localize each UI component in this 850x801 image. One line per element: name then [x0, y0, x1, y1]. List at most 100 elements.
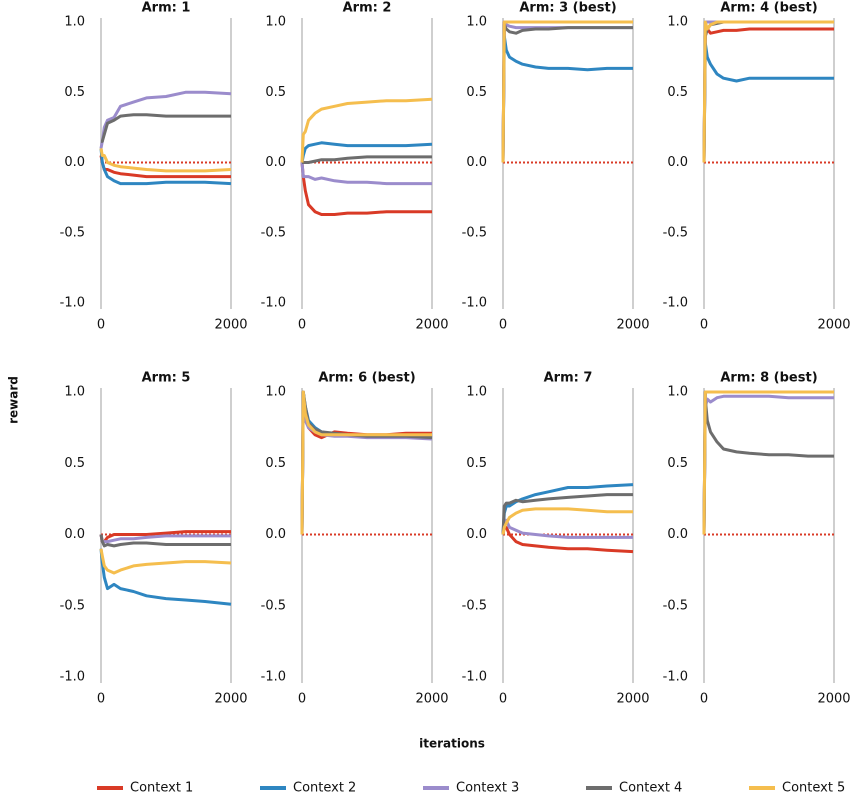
x-axis-label: iterations	[419, 737, 485, 751]
y-tick-label: -1.0	[663, 296, 688, 311]
legend-label: Context 2	[293, 781, 356, 796]
y-tick-label: -1.0	[60, 670, 85, 685]
series-line	[99, 90, 232, 149]
series-line	[100, 113, 231, 143]
x-tick-label: 0	[298, 692, 306, 707]
series-line	[501, 34, 633, 163]
x-tick-label: 0	[97, 692, 105, 707]
series-line	[702, 41, 834, 163]
series-line	[501, 507, 633, 535]
y-tick-label: 0.0	[466, 527, 487, 542]
y-tick-label: -1.0	[462, 670, 487, 685]
legend-label: Context 3	[456, 781, 519, 796]
y-tick-label: 0.0	[466, 155, 487, 170]
series-line	[501, 493, 633, 535]
x-tick-label: 0	[499, 318, 507, 333]
x-tick-label: 2000	[817, 692, 850, 707]
x-tick-label: 0	[499, 692, 507, 707]
series-line	[300, 141, 433, 163]
y-tick-label: 0.0	[64, 527, 85, 542]
legend-label: Context 4	[619, 781, 682, 796]
legend-label: Context 1	[130, 781, 193, 796]
series-line	[702, 20, 834, 163]
y-tick-label: 0.5	[466, 85, 487, 100]
x-tick-label: 2000	[817, 318, 850, 333]
series-line	[99, 148, 232, 186]
series-line	[501, 20, 633, 163]
panel-title: Arm: 3 (best)	[519, 1, 616, 16]
x-tick-label: 2000	[214, 692, 247, 707]
x-tick-label: 0	[298, 318, 306, 333]
series-line	[99, 148, 232, 173]
panel-title: Arm: 5	[142, 371, 191, 386]
series-line	[702, 390, 834, 535]
series-line	[300, 97, 433, 163]
y-tick-label: 0.5	[667, 456, 688, 471]
series-line	[300, 390, 432, 535]
y-tick-label: -0.5	[462, 598, 487, 613]
series-line	[300, 390, 432, 535]
y-tick-label: 1.0	[667, 385, 688, 400]
series-line	[501, 23, 633, 163]
series-line	[501, 525, 634, 554]
y-tick-label: -0.5	[462, 225, 487, 240]
series-line	[300, 390, 432, 535]
y-tick-label: -0.5	[261, 598, 286, 613]
series-line	[300, 162, 432, 186]
y-tick-label: -1.0	[261, 296, 286, 311]
series-line	[99, 548, 232, 606]
series-line	[99, 548, 232, 575]
y-tick-label: 1.0	[64, 15, 85, 30]
x-tick-label: 2000	[616, 318, 649, 333]
panel-title: Arm: 4 (best)	[720, 1, 817, 16]
y-tick-label: -0.5	[60, 225, 85, 240]
y-tick-label: -1.0	[261, 670, 286, 685]
series-line	[702, 397, 834, 535]
y-tick-label: 1.0	[64, 385, 85, 400]
panel-title: Arm: 2	[343, 1, 392, 16]
series-line	[501, 20, 633, 163]
y-tick-label: 1.0	[466, 15, 487, 30]
y-tick-label: -1.0	[60, 296, 85, 311]
y-tick-label: 0.5	[265, 456, 286, 471]
series-line	[702, 390, 834, 535]
x-tick-label: 2000	[616, 692, 649, 707]
series-line	[702, 394, 834, 535]
x-tick-label: 0	[97, 318, 105, 333]
panel-title: Arm: 7	[544, 371, 593, 386]
x-tick-label: 2000	[415, 692, 448, 707]
y-tick-label: 0.0	[265, 155, 286, 170]
y-tick-label: 0.5	[265, 85, 286, 100]
series-line	[99, 534, 231, 544]
series-line	[702, 27, 834, 163]
panel-title: Arm: 6 (best)	[318, 371, 415, 386]
series-line	[702, 20, 834, 163]
y-tick-label: 0.5	[64, 456, 85, 471]
series-line	[300, 390, 433, 535]
y-axis-label: reward	[7, 376, 21, 424]
x-tick-label: 2000	[214, 318, 247, 333]
y-tick-label: -0.5	[60, 598, 85, 613]
y-tick-label: -1.0	[462, 296, 487, 311]
series-line	[301, 155, 432, 164]
series-line	[300, 397, 433, 535]
series-line	[702, 390, 834, 535]
y-tick-label: -0.5	[261, 225, 286, 240]
y-tick-label: 0.5	[667, 85, 688, 100]
y-tick-label: 1.0	[265, 15, 286, 30]
series-line	[501, 483, 634, 535]
x-tick-label: 2000	[415, 318, 448, 333]
y-tick-label: -0.5	[663, 598, 688, 613]
y-tick-label: -1.0	[663, 670, 688, 685]
panel-title: Arm: 1	[142, 1, 191, 16]
y-tick-label: 0.0	[64, 155, 85, 170]
series-line	[702, 20, 834, 163]
x-tick-label: 0	[700, 318, 708, 333]
y-tick-label: 0.5	[466, 456, 487, 471]
y-tick-label: 0.5	[64, 85, 85, 100]
series-line	[300, 162, 432, 216]
series-line	[99, 534, 231, 548]
y-tick-label: 1.0	[667, 15, 688, 30]
y-tick-label: 1.0	[466, 385, 487, 400]
